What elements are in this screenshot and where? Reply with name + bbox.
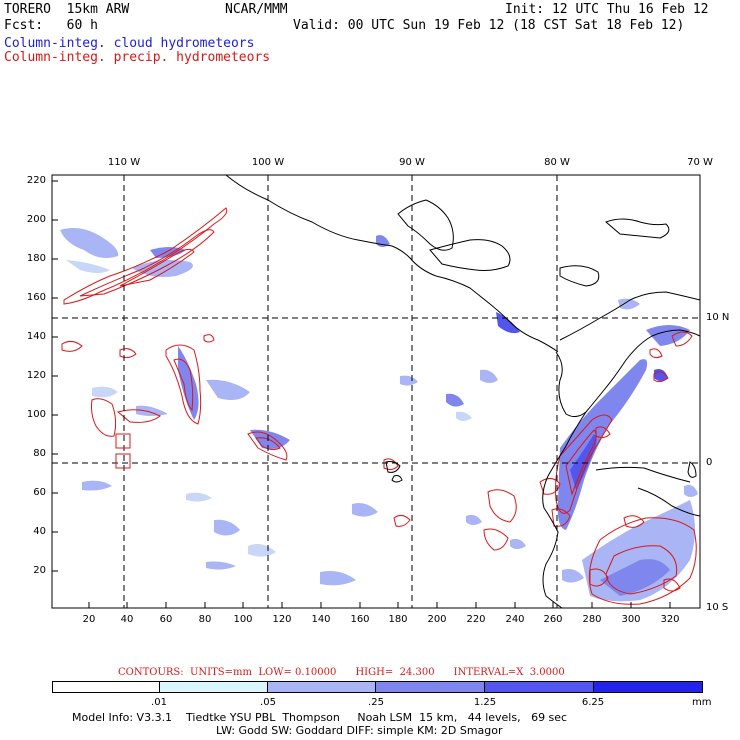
y-tick-label: 80 [33,448,46,459]
forecast-hour: Fcst: 60 h [4,18,98,33]
x-tick-label: 220 [466,614,486,625]
lon-label-110w: 110 W [107,157,141,168]
legend-cloud-hydrometeors: Column-integ. cloud hydrometeors [4,36,255,51]
y-tick-label: 160 [26,292,46,303]
y-tick-label: 140 [26,331,46,342]
y-tick-label: 200 [26,214,46,225]
x-tick-label: 260 [543,614,563,625]
colorbar-label: .05 [260,697,276,708]
lon-label-90w: 90 W [399,157,425,168]
colorbar-segment [375,681,485,693]
tick-marks [52,180,671,608]
lat-label-0: 0 [706,457,713,468]
y-tick-label: 20 [33,565,46,576]
x-tick-label: 180 [388,614,408,625]
lat-label-10s: 10 S [706,602,729,613]
x-tick-label: 100 [233,614,253,625]
y-tick-label: 100 [26,409,46,420]
colorbar-segment [267,681,376,693]
x-tick-label: 160 [350,614,370,625]
cloud-shading [60,228,698,602]
lon-label-70w: 70 W [687,157,713,168]
lon-label-100w: 100 W [251,157,285,168]
y-tick-label: 120 [26,370,46,381]
organization-label: NCAR/MMM [225,2,288,17]
x-tick-label: 140 [311,614,331,625]
lat-label-10n: 10 N [706,312,730,323]
x-tick-label: 20 [82,614,96,625]
plot-frame [51,174,701,609]
init-time: Init: 12 UTC Thu 16 Feb 12 [505,2,709,17]
colorbar-segment [484,681,594,693]
coastline [225,174,701,609]
contour-info: CONTOURS: UNITS=mm LOW= 0.10000 HIGH= 24… [118,667,565,678]
y-tick-label: 40 [33,526,46,537]
y-tick-label: 180 [26,253,46,264]
lon-label-80w: 80 W [544,157,570,168]
x-tick-label: 60 [159,614,173,625]
colorbar-units: mm [692,697,712,708]
lat-lon-grid [52,175,700,608]
model-info-line1: Model Info: V3.3.1 Tiedtke YSU PBL Thomp… [72,711,568,724]
marker-squares [115,433,131,469]
precip-contours [61,207,697,605]
colorbar-segment [52,681,160,693]
colorbar-label: .01 [151,697,167,708]
y-tick-label: 220 [26,175,46,186]
x-tick-label: 200 [427,614,447,625]
colorbar-segment [593,681,703,693]
x-tick-label: 40 [120,614,134,625]
colorbar-label: .25 [368,697,384,708]
x-tick-label: 320 [660,614,680,625]
y-tick-label: 60 [33,487,46,498]
colorbar-label: 6.25 [581,697,605,708]
colorbar-label: 1.25 [473,697,497,708]
x-tick-label: 120 [272,614,292,625]
model-title: TORERO 15km ARW [4,2,130,17]
valid-time: Valid: 00 UTC Sun 19 Feb 12 (18 CST Sat … [293,18,685,33]
x-tick-label: 240 [505,614,525,625]
model-info-line2: LW: Godd SW: Goddard DIFF: simple KM: 2D… [216,724,503,737]
x-tick-label: 80 [198,614,212,625]
x-tick-label: 300 [621,614,641,625]
x-tick-label: 280 [582,614,602,625]
legend-precip-hydrometeors: Column-integ. precip. hydrometeors [4,50,271,65]
colorbar-segment [159,681,268,693]
